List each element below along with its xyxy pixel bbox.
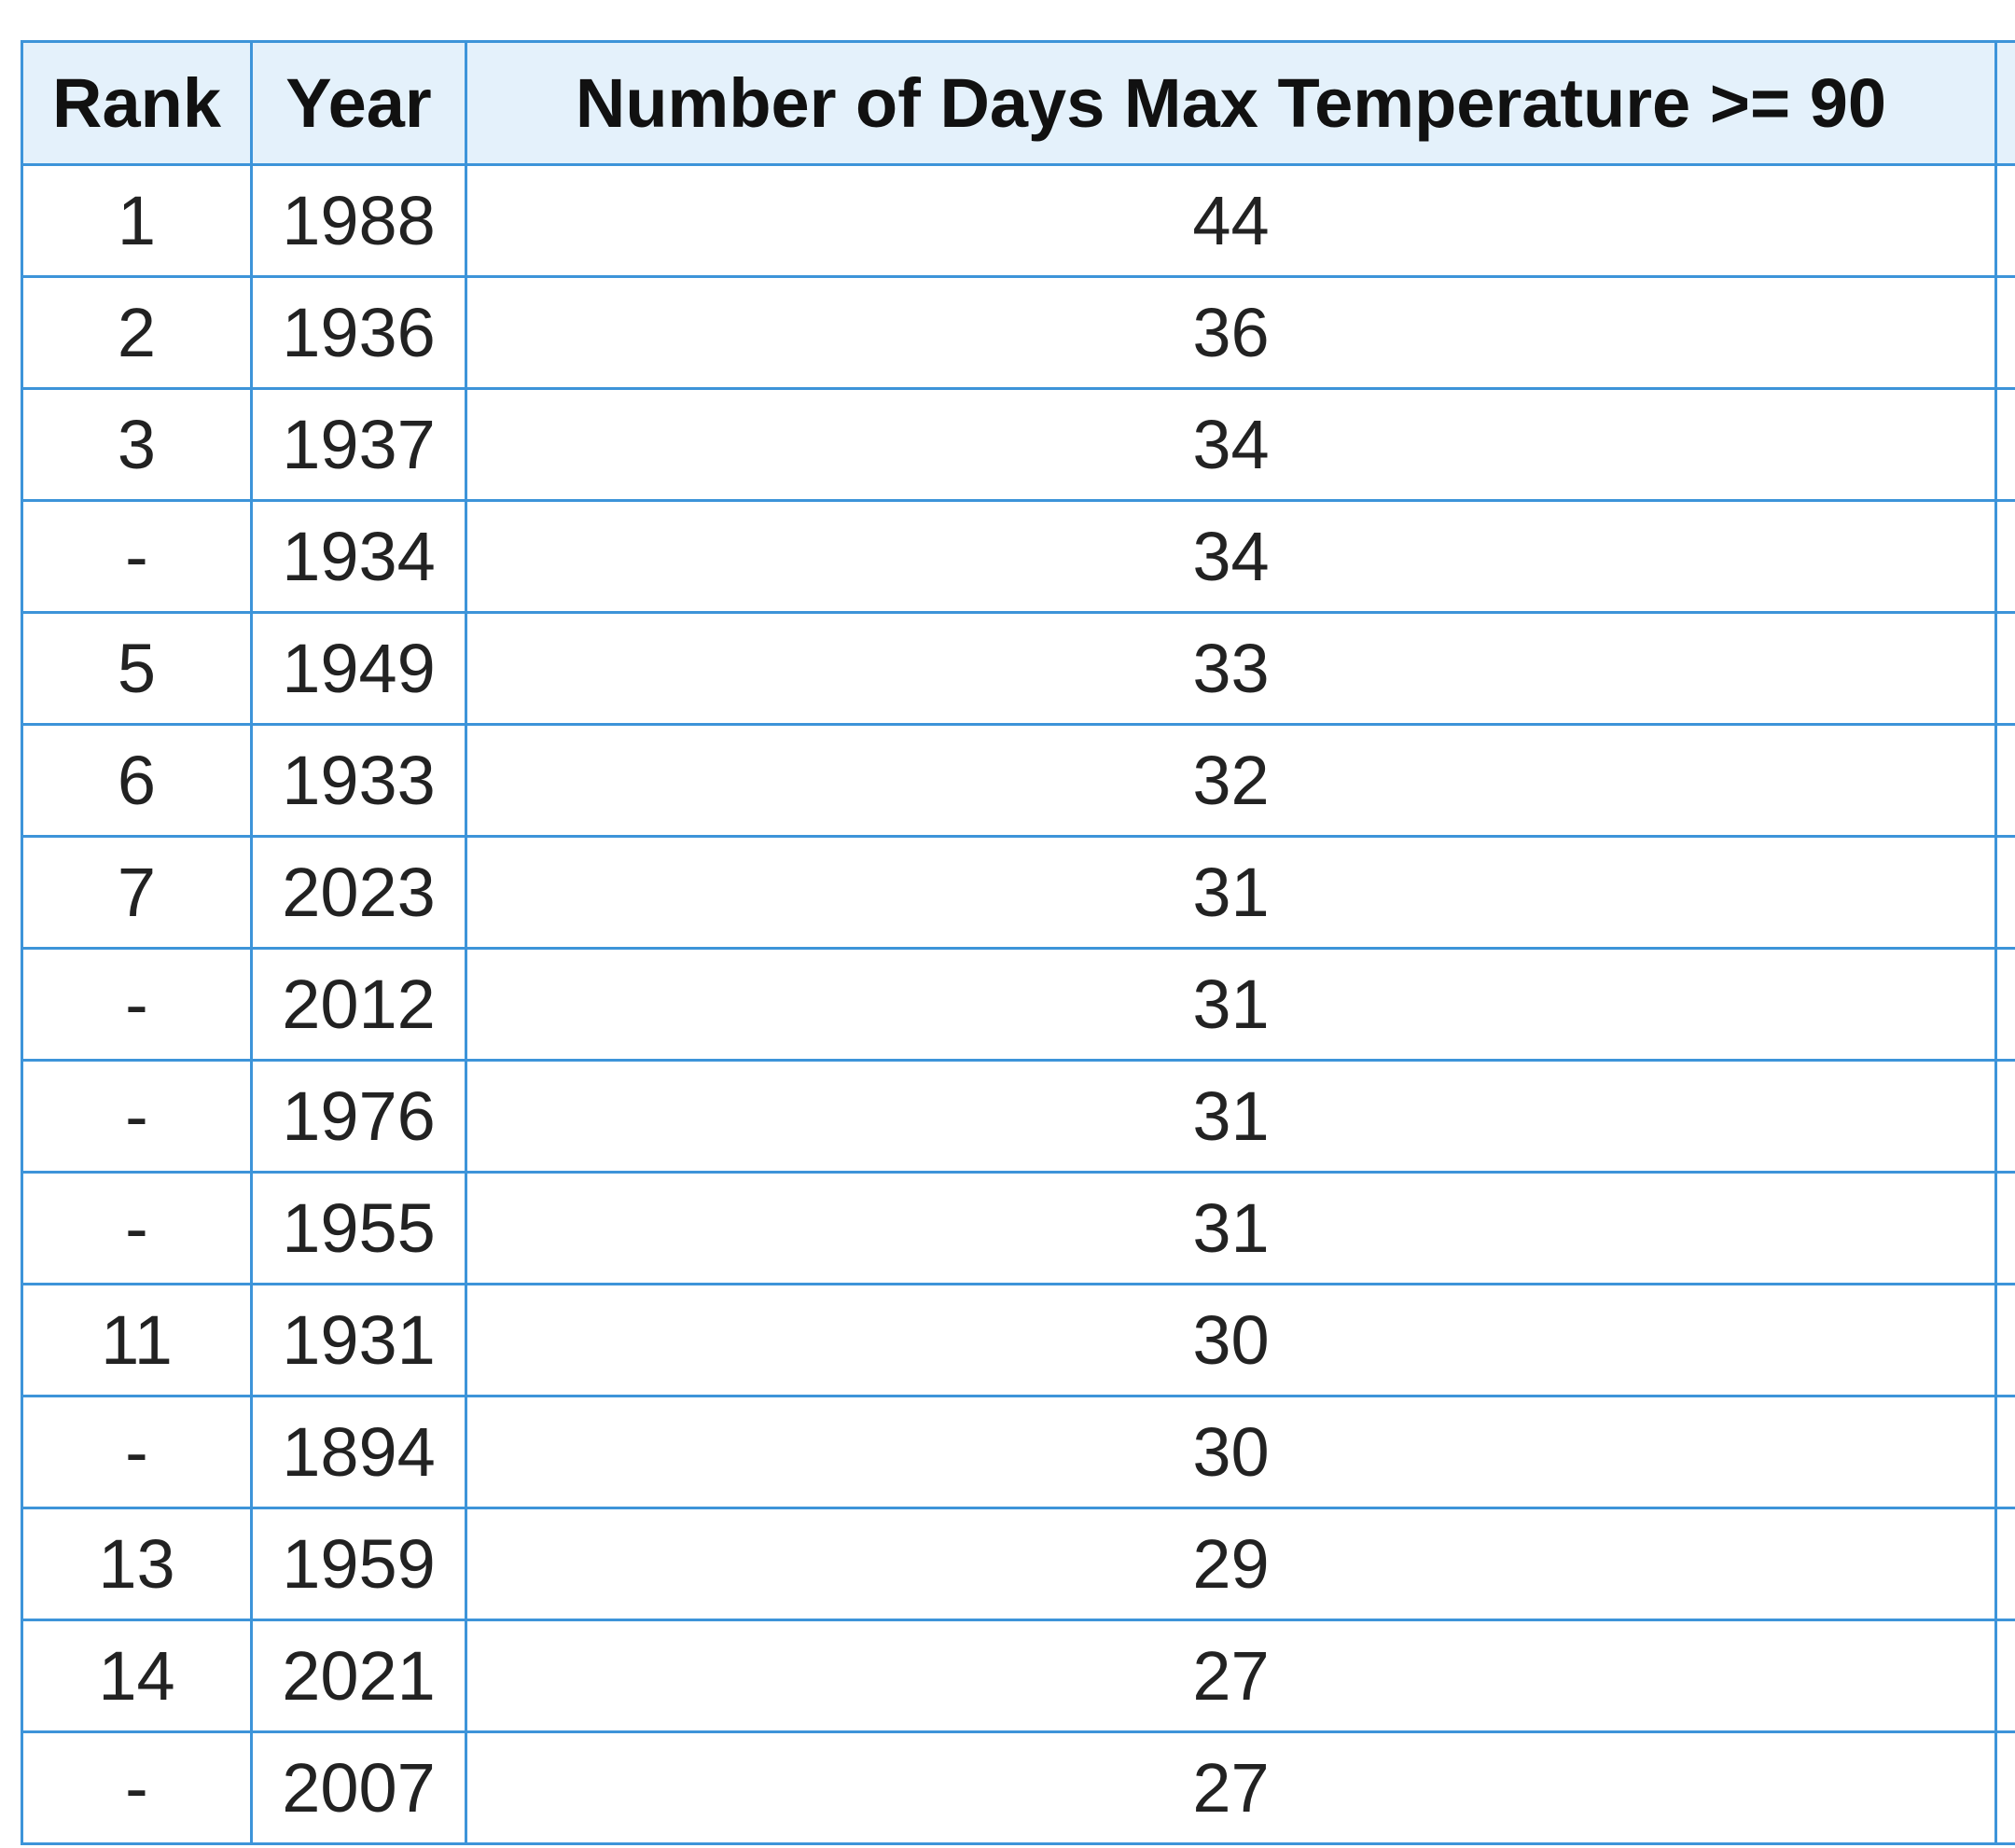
- year-cell: 1894: [250, 1395, 467, 1509]
- year-cell: 1976: [250, 1059, 467, 1174]
- extra-cell: [1994, 947, 2015, 1062]
- table-row: -1894 30: [21, 1395, 2015, 1509]
- days-cell: 33: [465, 611, 1997, 726]
- extra-cell: [1994, 163, 2015, 278]
- rank-cell: 11: [21, 1283, 253, 1397]
- rank-cell: 14: [21, 1619, 253, 1733]
- table-row: -2007 27: [21, 1730, 2015, 1845]
- year-cell: 2007: [250, 1730, 467, 1845]
- days-cell: 27: [465, 1730, 1997, 1845]
- column-header-year[interactable]: Year: [250, 40, 467, 166]
- extra-cell: [1994, 1619, 2015, 1733]
- extra-cell: [1994, 1730, 2015, 1845]
- table-body: 1 1988 44 2 1936 36 3 1937 34-1934 34 5 1949 33 6 1933…: [21, 163, 2015, 1845]
- days-cell: 31: [465, 1171, 1997, 1285]
- rank-cell: 3: [21, 387, 253, 502]
- table-row: 5 1949 33: [21, 611, 2015, 726]
- rank-cell: 1: [21, 163, 253, 278]
- year-cell: 2012: [250, 947, 467, 1062]
- table-row: 7 2023 31: [21, 835, 2015, 950]
- table-row: -1976 31: [21, 1059, 2015, 1174]
- rank-cell: 2: [21, 275, 253, 390]
- year-cell: 1933: [250, 723, 467, 838]
- days-cell: 29: [465, 1507, 1997, 1621]
- column-header-extra[interactable]: [1994, 40, 2015, 166]
- rank-cell: -: [21, 1059, 253, 1174]
- year-cell: 1934: [250, 499, 467, 614]
- table-row: 13 1959 29: [21, 1507, 2015, 1621]
- extra-cell: [1994, 1507, 2015, 1621]
- days-cell: 34: [465, 499, 1997, 614]
- rank-cell: 13: [21, 1507, 253, 1621]
- year-cell: 1937: [250, 387, 467, 502]
- days-cell: 36: [465, 275, 1997, 390]
- rank-cell: 6: [21, 723, 253, 838]
- days-cell: 30: [465, 1395, 1997, 1509]
- ranking-table: Rank Year Number of Days Max Temperature…: [21, 40, 2015, 1845]
- table-row: -1934 34: [21, 499, 2015, 614]
- year-cell: 1949: [250, 611, 467, 726]
- year-cell: 1955: [250, 1171, 467, 1285]
- rank-cell: 5: [21, 611, 253, 726]
- rank-cell: -: [21, 947, 253, 1062]
- table-row: 6 1933 32: [21, 723, 2015, 838]
- days-cell: 32: [465, 723, 1997, 838]
- days-cell: 27: [465, 1619, 1997, 1733]
- header-row: Rank Year Number of Days Max Temperature…: [21, 40, 2015, 166]
- table-row: 11 1931 30: [21, 1283, 2015, 1397]
- days-cell: 30: [465, 1283, 1997, 1397]
- extra-cell: [1994, 275, 2015, 390]
- rank-cell: -: [21, 1730, 253, 1845]
- extra-cell: [1994, 1059, 2015, 1174]
- days-cell: 34: [465, 387, 1997, 502]
- days-cell: 31: [465, 1059, 1997, 1174]
- year-cell: 1931: [250, 1283, 467, 1397]
- column-header-rank[interactable]: Rank: [21, 40, 253, 166]
- table-row: 14 2021 27: [21, 1619, 2015, 1733]
- table-row: 1 1988 44: [21, 163, 2015, 278]
- extra-cell: [1994, 611, 2015, 726]
- year-cell: 1988: [250, 163, 467, 278]
- table-row: -1955 31: [21, 1171, 2015, 1285]
- rank-cell: -: [21, 499, 253, 614]
- extra-cell: [1994, 1283, 2015, 1397]
- column-header-days[interactable]: Number of Days Max Temperature >= 90: [465, 40, 1997, 166]
- table-row: 2 1936 36: [21, 275, 2015, 390]
- rank-cell: -: [21, 1395, 253, 1509]
- extra-cell: [1994, 1171, 2015, 1285]
- rank-cell: 7: [21, 835, 253, 950]
- table-row: -2012 31: [21, 947, 2015, 1062]
- rank-cell: -: [21, 1171, 253, 1285]
- extra-cell: [1994, 499, 2015, 614]
- extra-cell: [1994, 723, 2015, 838]
- extra-cell: [1994, 387, 2015, 502]
- year-cell: 2023: [250, 835, 467, 950]
- days-cell: 31: [465, 947, 1997, 1062]
- days-cell: 31: [465, 835, 1997, 950]
- extra-cell: [1994, 1395, 2015, 1509]
- year-cell: 1959: [250, 1507, 467, 1621]
- year-cell: 1936: [250, 275, 467, 390]
- days-cell: 44: [465, 163, 1997, 278]
- extra-cell: [1994, 835, 2015, 950]
- table-row: 3 1937 34: [21, 387, 2015, 502]
- year-cell: 2021: [250, 1619, 467, 1733]
